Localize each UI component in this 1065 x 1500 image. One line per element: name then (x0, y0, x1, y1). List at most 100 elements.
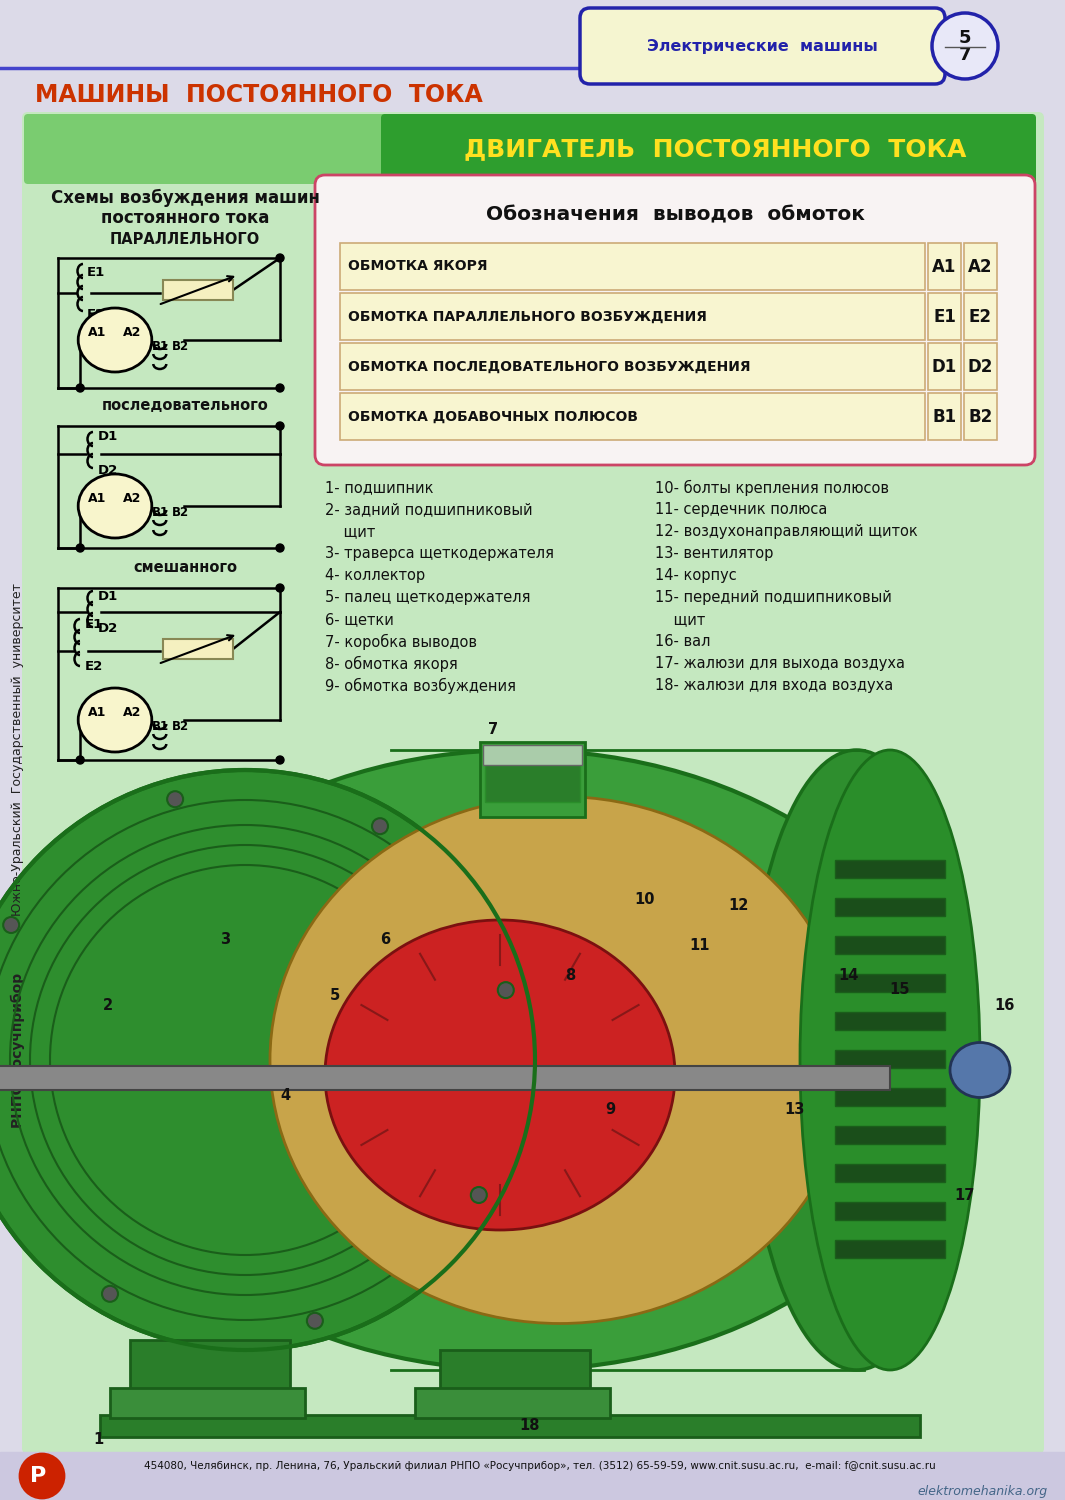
Text: 9: 9 (605, 1102, 616, 1118)
Text: 3- траверса щеткодержателя: 3- траверса щеткодержателя (325, 546, 554, 561)
Text: B1: B1 (152, 506, 169, 519)
Ellipse shape (78, 688, 152, 752)
FancyBboxPatch shape (315, 176, 1035, 465)
Bar (480, 742, 585, 818)
Text: 10- болты крепления полюсов: 10- болты крепления полюсов (655, 480, 889, 496)
Text: 3: 3 (220, 933, 230, 948)
Circle shape (372, 818, 388, 834)
Text: 5: 5 (330, 987, 340, 1002)
Bar (964, 393, 997, 439)
Text: 11- сердечник полюса: 11- сердечник полюса (655, 503, 828, 518)
Bar (100, 1414, 920, 1437)
Text: 8- обмотка якоря: 8- обмотка якоря (325, 656, 458, 672)
Circle shape (276, 254, 284, 262)
Circle shape (276, 584, 284, 592)
Bar (835, 936, 945, 954)
Text: A2: A2 (968, 258, 993, 276)
Bar (835, 1240, 945, 1258)
Text: МАШИНЫ  ПОСТОЯННОГО  ТОКА: МАШИНЫ ПОСТОЯННОГО ТОКА (35, 82, 482, 106)
Text: смешанного: смешанного (133, 561, 237, 576)
Circle shape (276, 422, 284, 430)
Text: A1: A1 (932, 258, 956, 276)
Text: 15: 15 (889, 982, 911, 998)
Text: A1: A1 (88, 705, 107, 718)
Ellipse shape (325, 920, 675, 1230)
Bar (928, 393, 961, 439)
Text: B2: B2 (171, 720, 189, 732)
Bar (928, 344, 961, 390)
Circle shape (77, 384, 84, 392)
Text: A2: A2 (124, 705, 142, 718)
FancyBboxPatch shape (22, 112, 1044, 1454)
Bar (835, 1164, 945, 1182)
Text: щит: щит (655, 612, 705, 627)
Text: 13: 13 (785, 1102, 805, 1118)
Text: E2: E2 (969, 308, 992, 326)
Circle shape (3, 916, 19, 933)
Text: 454080, Челябинск, пр. Ленина, 76, Уральский филиал РНПО «Росучприбор», тел. (35: 454080, Челябинск, пр. Ленина, 76, Ураль… (144, 1461, 936, 1472)
Text: E2: E2 (87, 308, 105, 321)
Circle shape (102, 1286, 118, 1302)
Bar (835, 1013, 945, 1031)
Text: 15- передний подшипниковый: 15- передний подшипниковый (655, 590, 891, 604)
Text: 1- подшипник: 1- подшипник (325, 480, 433, 495)
Text: 10: 10 (635, 892, 655, 908)
Text: 9- обмотка возбуждения: 9- обмотка возбуждения (325, 678, 517, 694)
Text: 16: 16 (995, 998, 1015, 1012)
Ellipse shape (747, 750, 967, 1370)
Ellipse shape (78, 474, 152, 538)
Text: щит: щит (325, 524, 375, 538)
Bar (835, 898, 945, 916)
Text: Южно-Уральский  Государственный  университет: Южно-Уральский Государственный университ… (12, 584, 24, 916)
Text: ДВИГАТЕЛЬ  ПОСТОЯННОГО  ТОКА: ДВИГАТЕЛЬ ПОСТОЯННОГО ТОКА (464, 136, 966, 160)
Circle shape (932, 13, 998, 80)
Text: 7: 7 (958, 46, 971, 64)
Bar (340, 292, 925, 340)
Text: последовательного: последовательного (101, 399, 268, 414)
Text: 11: 11 (690, 938, 710, 952)
Text: 2- задний подшипниковый: 2- задний подшипниковый (325, 503, 532, 518)
Text: 17- жалюзи для выхода воздуха: 17- жалюзи для выхода воздуха (655, 656, 905, 670)
Bar (110, 1388, 305, 1417)
Text: D2: D2 (98, 621, 118, 634)
Text: ПАРАЛЛЕЛЬНОГО: ПАРАЛЛЕЛЬНОГО (110, 232, 260, 248)
Text: постоянного тока: постоянного тока (101, 209, 269, 226)
Text: B1: B1 (933, 408, 956, 426)
Bar (484, 746, 581, 765)
Text: 5- палец щеткодержателя: 5- палец щеткодержателя (325, 590, 530, 604)
Bar (964, 243, 997, 290)
Bar (130, 1340, 290, 1390)
Text: 18: 18 (520, 1418, 540, 1432)
Text: E1: E1 (85, 618, 103, 632)
Bar (835, 1202, 945, 1219)
Bar (835, 1126, 945, 1144)
Text: РНПО Росучприбор: РНПО Росучприбор (11, 972, 26, 1128)
Text: Схемы возбуждения машин: Схемы возбуждения машин (50, 189, 320, 207)
Text: 17: 17 (955, 1188, 976, 1203)
Circle shape (276, 544, 284, 552)
Text: ОБМОТКА ПОСЛЕДОВАТЕЛЬНОГО ВОЗБУЖДЕНИЯ: ОБМОТКА ПОСЛЕДОВАТЕЛЬНОГО ВОЗБУЖДЕНИЯ (348, 360, 751, 374)
FancyBboxPatch shape (381, 114, 1036, 184)
Text: 4- коллектор: 4- коллектор (325, 568, 425, 584)
Bar (928, 292, 961, 340)
Bar (835, 859, 945, 877)
Text: D2: D2 (968, 357, 994, 375)
Circle shape (276, 384, 284, 392)
Text: 12- воздухонаправляющий щиток: 12- воздухонаправляющий щиток (655, 524, 918, 538)
Text: 4: 4 (280, 1088, 290, 1102)
Text: elektromehanika.org: elektromehanika.org (918, 1485, 1048, 1498)
Text: B2: B2 (968, 408, 993, 426)
Text: 7: 7 (488, 723, 498, 738)
Text: E1: E1 (933, 308, 956, 326)
Circle shape (307, 1312, 323, 1329)
Text: A2: A2 (124, 326, 142, 339)
Text: 1: 1 (93, 1432, 103, 1448)
Text: 5: 5 (958, 28, 971, 46)
Ellipse shape (271, 796, 850, 1323)
Text: B2: B2 (171, 506, 189, 519)
Ellipse shape (91, 750, 950, 1370)
FancyBboxPatch shape (580, 8, 945, 84)
Circle shape (20, 1454, 64, 1498)
Text: 7- коробка выводов: 7- коробка выводов (325, 634, 477, 650)
Text: 14- корпус: 14- корпус (655, 568, 737, 584)
